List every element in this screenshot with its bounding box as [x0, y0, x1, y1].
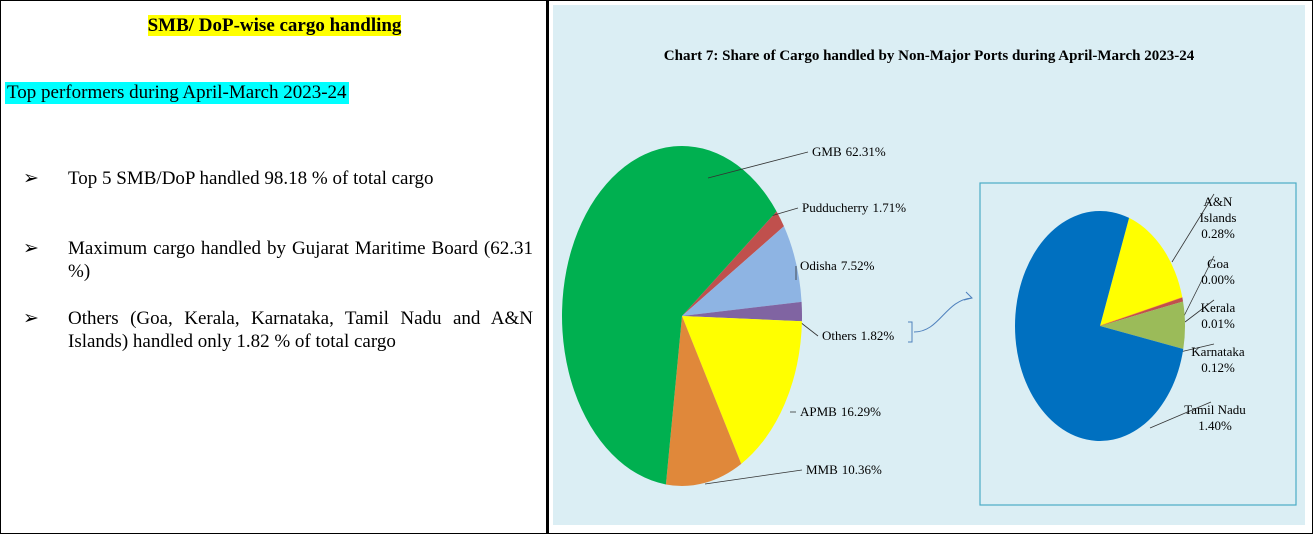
bullet-icon: ➢ [23, 168, 39, 189]
subheading: Top performers during April-March 2023-2… [5, 82, 349, 104]
slice-name: MMB [806, 462, 838, 477]
slice-label: Pudducherry 1.71% [802, 200, 906, 215]
slice-value: 0.28% [1201, 226, 1235, 241]
slice-value: 1.82% [861, 328, 895, 343]
slice-value: 7.52% [841, 258, 875, 273]
pie-slice [665, 316, 742, 487]
heading: SMB/ DoP-wise cargo handling [1, 15, 548, 37]
bullet: ➢ Top 5 SMB/DoP handled 98.18 % of total … [23, 167, 533, 190]
bullet-text: Others (Goa, Kerala, Karnataka, Tamil Na… [68, 308, 533, 352]
pie-slice [1100, 301, 1185, 350]
chart-title: Chart 7: Share of Cargo handled by Non-M… [664, 48, 1195, 64]
slice-label: GMB 62.31% [812, 144, 886, 159]
slice-value: 1.71% [872, 200, 906, 215]
slice-value: 62.31% [846, 144, 886, 159]
leader-line [704, 469, 803, 485]
slice-label: MMB 10.36% [806, 462, 882, 477]
leader-line [1171, 193, 1215, 263]
pie-slice [682, 316, 802, 464]
leader-line [1149, 401, 1212, 429]
text-panel: SMB/ DoP-wise cargo handling Top perform… [0, 0, 547, 534]
slice-name: Others [822, 328, 857, 343]
pie-slice [682, 226, 802, 316]
slice-name: APMB [800, 404, 837, 419]
slice-label: APMB 16.29% [800, 404, 881, 419]
slice-label: Tamil Nadu 1.40% [1183, 402, 1247, 434]
bullet-text: Top 5 SMB/DoP handled 98.18 % of total c… [68, 168, 434, 189]
bullet: ➢ Maximum cargo handled by Gujarat Mariti… [23, 237, 533, 283]
leader-line [1184, 299, 1215, 323]
slice-name: GMB [812, 144, 842, 159]
leader-line [707, 151, 809, 179]
bullet-icon: ➢ [23, 308, 39, 329]
pie-slice [1015, 210, 1184, 441]
slice-name: Odisha [800, 258, 837, 273]
slice-value: 0.00% [1201, 272, 1235, 287]
slice-label: A&N Islands 0.28% [1186, 194, 1250, 242]
slice-name: Karnataka [1191, 344, 1245, 359]
pie-slice [682, 211, 784, 316]
slice-label: Odisha 7.52% [800, 258, 875, 273]
pie-slice [682, 301, 803, 322]
inset-frame [979, 182, 1297, 506]
leader-line [1179, 343, 1215, 353]
bullet: ➢ Others (Goa, Kerala, Karnataka, Tamil N… [23, 307, 533, 353]
slice-value: 10.36% [842, 462, 882, 477]
slice-label: Kerala 0.01% [1186, 300, 1250, 332]
bullet-text: Maximum cargo handled by Gujarat Maritim… [68, 238, 533, 282]
leader-line [799, 321, 819, 337]
arrow-head [963, 291, 973, 301]
leader-line [1183, 255, 1215, 317]
chart-panel [547, 0, 1313, 534]
pie-slice [1100, 297, 1184, 326]
slice-name: A&N Islands [1199, 194, 1237, 225]
slice-value: 1.40% [1198, 418, 1232, 433]
slice-label: Karnataka 0.12% [1186, 344, 1250, 376]
slice-value: 0.12% [1201, 360, 1235, 375]
pie-slice [562, 145, 777, 485]
slice-name: Tamil Nadu [1184, 402, 1246, 417]
slice-value: 0.01% [1201, 316, 1235, 331]
bullet-icon: ➢ [23, 238, 39, 259]
slice-label: Goa 0.00% [1186, 256, 1250, 288]
slice-value: 16.29% [841, 404, 881, 419]
pie-slice [1100, 217, 1183, 326]
slice-name: Kerala [1200, 300, 1236, 315]
slice-label: Others 1.82% [822, 328, 894, 343]
slice-name: Pudducherry [802, 200, 869, 215]
heading-text: SMB/ DoP-wise cargo handling [147, 15, 402, 36]
slice-name: Goa [1207, 256, 1229, 271]
